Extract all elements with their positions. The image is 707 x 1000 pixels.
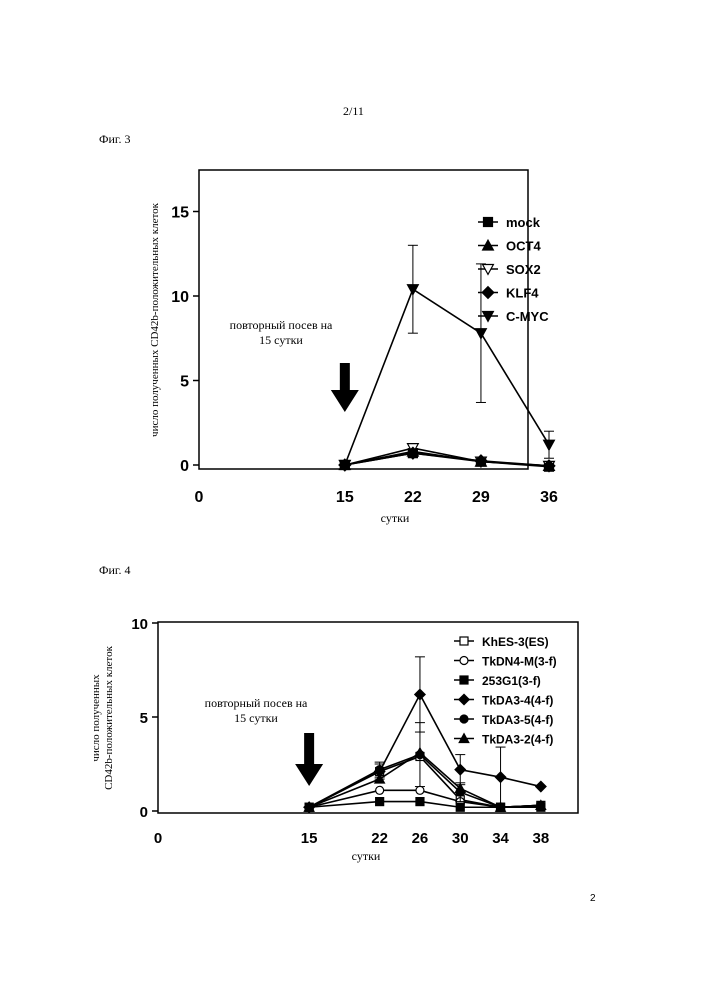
chart2-x-tick-label: 34	[492, 830, 509, 847]
chart1-legend-marker	[481, 310, 495, 323]
chart2-data-point	[494, 771, 507, 784]
chart1-x-axis-label: сутки	[381, 511, 410, 525]
chart1-legend-label: SOX2	[506, 262, 541, 277]
chart2-legend-marker	[459, 636, 469, 646]
chart2-legend-marker	[459, 714, 469, 724]
chart2-y-tick-label: 0	[140, 804, 148, 821]
footer-page-number: 2	[590, 893, 596, 904]
chart2-y-axis-label-line2: CD42b-положительных клеток	[103, 645, 115, 789]
chart1-data-point	[338, 459, 352, 472]
chart1-data-point	[406, 446, 420, 460]
chart2-y-axis-label-line1: число полученных	[90, 674, 102, 762]
chart1-x-tick-label: 22	[404, 489, 422, 506]
chart1-legend-label: KLF4	[506, 286, 539, 301]
chart1-y-axis-label: число полученных CD42b-положительных кле…	[149, 202, 161, 437]
chart2-x-tick-label: 0	[154, 830, 162, 847]
chart1-x-tick-label: 15	[336, 489, 354, 506]
chart1-plot-frame	[198, 169, 529, 470]
chart2-legend-label: KhES-3(ES)	[482, 635, 549, 649]
chart2-data-point	[454, 782, 467, 794]
chart2-data-point	[414, 746, 426, 758]
chart2-annotation-line1: повторный посев на	[205, 696, 308, 710]
chart1-annotation-line1: повторный посев на	[230, 318, 333, 332]
chart2-data-point	[415, 785, 425, 795]
chart1-legend-label: OCT4	[506, 239, 541, 254]
chart1-legend-marker	[481, 285, 495, 300]
chart1-data-point	[542, 459, 556, 473]
chart2-series-line-3	[308, 692, 542, 808]
chart2-x-tick-label: 15	[301, 830, 318, 847]
chart2-data-point	[375, 765, 385, 775]
chart1-annotation-line2: 15 сутки	[259, 333, 303, 347]
chart1-y-tick-label: 10	[171, 289, 189, 306]
chart1-x-tick-label: 0	[195, 489, 204, 506]
figure-3-label: Фиг. 3	[99, 132, 131, 146]
chart2-annotation-line2: 15 сутки	[234, 711, 278, 725]
chart1-reseed-arrow	[330, 363, 359, 412]
chart1-y-tick-label: 15	[171, 205, 189, 222]
chart2-legend-label: TkDA3-4(4-f)	[482, 694, 553, 708]
chart1-legend-marker	[481, 263, 495, 276]
chart2-legend-marker	[459, 675, 469, 685]
chart1-x-tick-label: 36	[540, 489, 558, 506]
chart1-legend-label: C-MYC	[506, 309, 549, 324]
chart2-y-tick-label: 10	[131, 616, 148, 633]
chart2-data-point	[413, 688, 426, 701]
chart2-series-line-5	[308, 751, 541, 809]
chart1-series-line-4	[344, 288, 550, 466]
chart1-data-point	[406, 284, 420, 296]
chart2-data-point	[375, 796, 385, 807]
chart2-x-axis-label: сутки	[352, 849, 381, 863]
chart2-data-point	[415, 796, 425, 807]
chart2-reseed-arrow	[295, 733, 324, 786]
chart2-legend-marker	[458, 732, 470, 744]
chart1-series-line-3	[344, 452, 550, 467]
chart1-legend-marker	[482, 216, 494, 228]
chart1-data-point	[474, 328, 488, 340]
chart2-data-point	[534, 780, 547, 793]
chart2-legend-marker	[457, 693, 471, 706]
chart2-x-tick-label: 26	[412, 830, 429, 847]
page-number: 2/11	[343, 104, 364, 118]
chart2-data-point	[303, 801, 315, 812]
chart1-data-point	[542, 439, 556, 452]
chart2-x-tick-label: 38	[533, 830, 550, 847]
chart2-legend-label: TkDA3-2(4-f)	[482, 733, 553, 747]
chart2-data-point	[494, 801, 507, 812]
chart1-legend-label: mock	[506, 215, 541, 230]
chart2-legend-label: TkDA3-5(4-f)	[482, 713, 553, 727]
chart2-x-tick-label: 22	[371, 830, 388, 847]
chart2-data-point	[373, 772, 386, 784]
chart2-y-tick-label: 5	[140, 710, 148, 727]
chart1-y-tick-label: 5	[180, 374, 189, 391]
chart2-x-tick-label: 30	[452, 830, 469, 847]
chart2-data-point	[375, 785, 385, 795]
chart1-data-point	[474, 454, 488, 468]
chart1-y-tick-label: 0	[180, 458, 189, 475]
chart2-legend-label: 253G1(3-f)	[482, 674, 541, 688]
chart2-legend-label: TkDN4-M(3-f)	[482, 655, 557, 669]
chart2-data-point	[455, 802, 465, 812]
chart1-legend-marker	[481, 238, 495, 251]
chart2-data-point	[454, 763, 467, 776]
chart1-x-tick-label: 29	[472, 489, 490, 506]
chart2-data-point	[535, 799, 547, 810]
figure-4-label: Фиг. 4	[99, 563, 131, 577]
chart2-legend-marker	[459, 655, 469, 666]
